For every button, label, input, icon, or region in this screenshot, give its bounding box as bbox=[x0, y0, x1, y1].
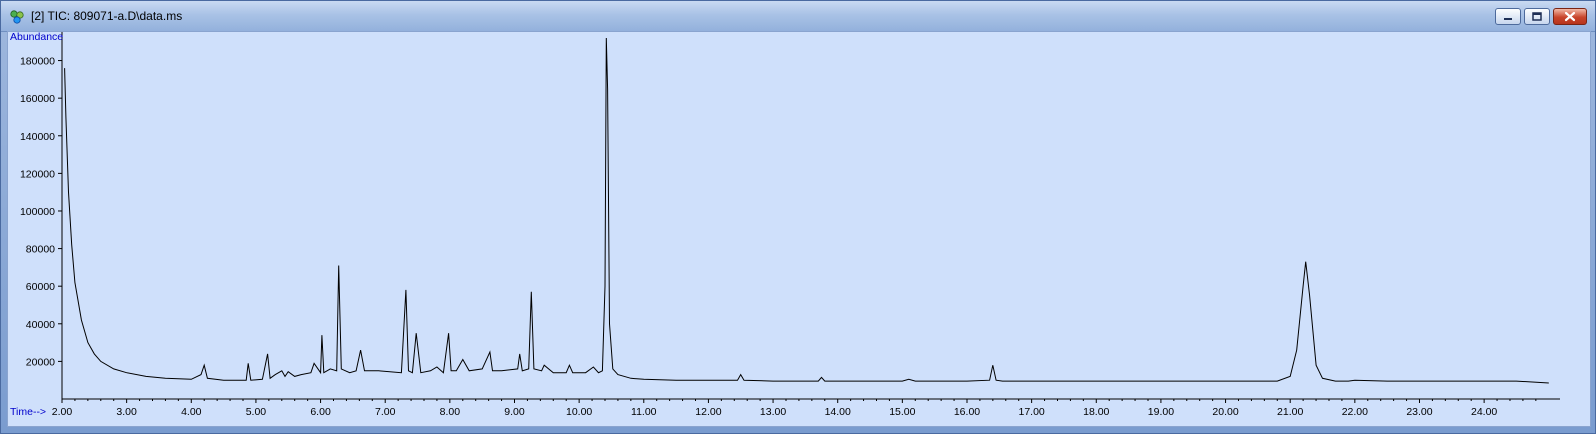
x-tick-label: 19.00 bbox=[1148, 406, 1174, 418]
x-tick-label: 11.00 bbox=[631, 406, 657, 418]
restore-icon bbox=[1532, 12, 1542, 21]
x-tick-label: 13.00 bbox=[760, 406, 786, 418]
x-tick-label: 23.00 bbox=[1406, 406, 1432, 418]
y-tick-label: 100000 bbox=[20, 206, 55, 218]
close-button[interactable] bbox=[1553, 8, 1587, 25]
x-tick-label: 14.00 bbox=[825, 406, 851, 418]
tic-chart: 20000 40000 60000 80000 100000 120000 140000 16… bbox=[10, 32, 1560, 418]
x-tick-label: 22.00 bbox=[1342, 406, 1368, 418]
x-tick-label: 15.00 bbox=[889, 406, 915, 418]
x-tick-label: 17.00 bbox=[1018, 406, 1044, 418]
y-tick-label: 40000 bbox=[26, 319, 55, 331]
x-tick-label: 5.00 bbox=[246, 406, 267, 418]
x-tick-label: 4.00 bbox=[181, 406, 202, 418]
minimize-button[interactable] bbox=[1495, 8, 1521, 25]
x-tick-label: 20.00 bbox=[1212, 406, 1238, 418]
x-tick-label: 8.00 bbox=[440, 406, 461, 418]
y-tick-label: 120000 bbox=[20, 168, 55, 180]
x-tick-label: 24.00 bbox=[1471, 406, 1497, 418]
y-axis-title: Abundance bbox=[10, 32, 63, 43]
chromatogram-app-icon bbox=[10, 10, 24, 24]
y-tick-label: 180000 bbox=[20, 56, 55, 68]
close-icon bbox=[1564, 11, 1576, 22]
x-tick-label: 7.00 bbox=[375, 406, 396, 418]
x-tick-label: 3.00 bbox=[116, 406, 137, 418]
x-tick-label: 21.00 bbox=[1277, 406, 1303, 418]
y-axis-ticks: 20000 40000 60000 80000 100000 120000 140000 16… bbox=[20, 56, 62, 368]
x-tick-label: 6.00 bbox=[310, 406, 331, 418]
x-axis-ticks: 2.00 3.00 4.00 5.00 6.00 7.00 8.00 9.00 10.00 11.… bbox=[52, 399, 1537, 418]
x-tick-label: 16.00 bbox=[954, 406, 980, 418]
plot-area[interactable]: 20000 40000 60000 80000 100000 120000 140000 16… bbox=[7, 31, 1591, 427]
y-tick-label: 140000 bbox=[20, 131, 55, 143]
minimize-icon bbox=[1504, 18, 1512, 20]
tic-trace-line bbox=[64, 37, 1549, 384]
window-title: [2] TIC: 809071-a.D\data.ms bbox=[31, 9, 183, 23]
y-tick-label: 80000 bbox=[26, 244, 55, 256]
y-tick-label: 20000 bbox=[26, 356, 55, 368]
y-tick-label: 160000 bbox=[20, 93, 55, 105]
x-tick-label: 9.00 bbox=[504, 406, 525, 418]
x-tick-label: 12.00 bbox=[695, 406, 721, 418]
x-axis-title: Time--> bbox=[10, 406, 46, 418]
title-bar[interactable]: [2] TIC: 809071-a.D\data.ms bbox=[1, 1, 1595, 32]
x-tick-label: 2.00 bbox=[52, 406, 73, 418]
x-tick-label: 10.00 bbox=[566, 406, 592, 418]
maximize-button[interactable] bbox=[1524, 8, 1550, 25]
y-tick-label: 60000 bbox=[26, 281, 55, 293]
x-tick-label: 18.00 bbox=[1083, 406, 1109, 418]
